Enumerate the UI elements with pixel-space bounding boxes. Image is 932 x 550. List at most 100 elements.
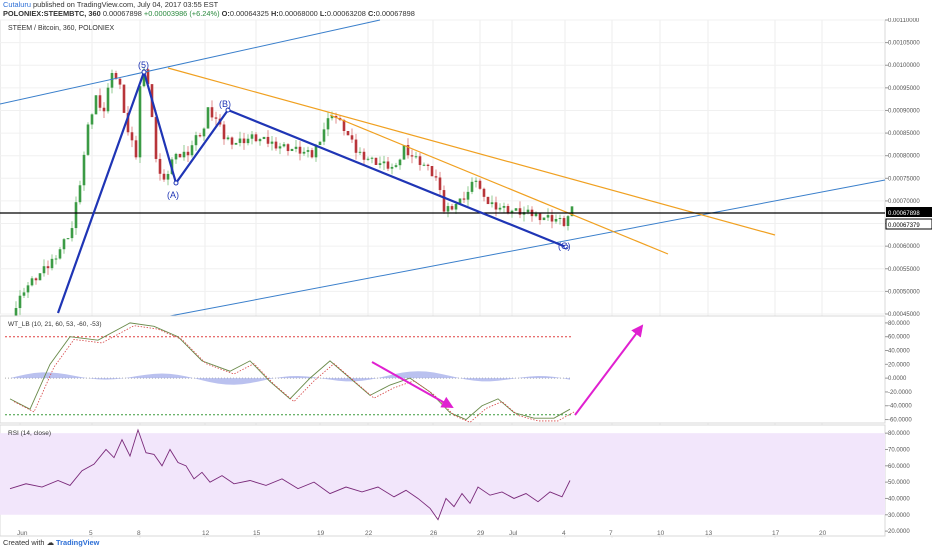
candle-body (186, 151, 190, 156)
candle-body (346, 130, 350, 136)
price-axis-label: 0.00055000 (888, 267, 920, 273)
candle-body (94, 95, 98, 115)
x-axis-label: 29 (477, 530, 485, 537)
wt-axis-label: 40.0000 (888, 349, 910, 355)
x-axis-label: 12 (202, 530, 210, 537)
candle-body (38, 273, 42, 281)
tradingview-logo-icon: ☁ (46, 538, 54, 547)
price-axis-label: 0.00100000 (888, 63, 920, 69)
price-axis-label: 0.00085000 (888, 131, 920, 137)
candle-body (342, 120, 346, 131)
rsi-axis-label: 40.0000 (888, 496, 910, 502)
candle-body (446, 206, 450, 212)
candle-body (426, 164, 430, 167)
wt-axis-label: 60.0000 (888, 335, 910, 341)
candle-body (406, 145, 410, 156)
secondary-price-label: 0.00067379 (888, 223, 920, 229)
close-value: 0.00067898 (375, 9, 415, 18)
candle-body (46, 266, 50, 269)
candle-body (130, 132, 134, 141)
rsi-line-series (9, 428, 571, 521)
candle-body (102, 107, 106, 112)
candle-body (398, 159, 402, 166)
price-axis-label: 0.00045000 (888, 312, 920, 318)
candle-body (410, 155, 414, 157)
price-axis-label: 0.00090000 (888, 108, 920, 114)
x-axis-label: 7 (609, 530, 613, 537)
candle-body (62, 239, 66, 250)
x-axis-label: 20 (819, 530, 827, 537)
candle-body (210, 107, 214, 118)
candle-body (266, 136, 270, 144)
candle-body (558, 218, 562, 220)
x-axis-label: 4 (562, 530, 566, 537)
candle-body (190, 145, 194, 156)
candle-body (474, 180, 478, 182)
candle-body (58, 249, 62, 259)
candle-body (106, 87, 110, 112)
candle-body (422, 164, 426, 166)
secondary-price-box (885, 218, 932, 230)
candle-body (86, 124, 90, 155)
candle-body (454, 203, 458, 210)
rsi-axis-label: 60.0000 (888, 464, 910, 470)
wave-label: (C) (558, 241, 571, 251)
wave-c-line (227, 108, 567, 249)
published-text: published on TradingView.com, July 04, 2… (30, 0, 219, 9)
x-axis-label: 10 (657, 530, 665, 537)
rsi-axis-label: 20.0000 (888, 529, 910, 535)
candle-body (98, 95, 102, 108)
candle-body (566, 216, 570, 226)
candle-body (542, 217, 546, 221)
candle-body (494, 202, 498, 210)
candle-body (34, 278, 38, 281)
candle-body (90, 114, 94, 125)
candle-body (82, 154, 86, 186)
candle-body (518, 208, 522, 215)
x-axis-label: 17 (772, 530, 780, 537)
candle-body (154, 117, 158, 159)
candle-body (146, 69, 150, 85)
candle-body (110, 73, 114, 88)
candle-body (202, 128, 206, 137)
candle-body (166, 173, 170, 180)
candle-body (250, 134, 254, 139)
candle-body (326, 118, 330, 130)
candle-body (466, 191, 470, 200)
candle-body (462, 198, 466, 200)
candle-body (386, 161, 390, 169)
candle-body (18, 295, 22, 309)
candle-body (358, 151, 362, 153)
candle-body (442, 190, 446, 212)
footer: Created with ☁ TradingView (3, 538, 99, 547)
candle-body (246, 138, 250, 144)
author-link[interactable]: Cutaluru (3, 0, 31, 9)
symbol-label: POLONIEX:STEEMBTC, 360 (3, 9, 101, 18)
open-value: 0.00064325 (229, 9, 269, 18)
x-axis-label: 22 (365, 530, 373, 537)
wt-axis-label: 0.0000 (888, 376, 907, 382)
price-axis-label: 0.00080000 (888, 154, 920, 160)
candle-body (370, 157, 374, 159)
candle-body (214, 117, 218, 119)
price-axis-label: 0.00050000 (888, 289, 920, 295)
candle-body (306, 150, 310, 152)
price-axis-label: 0.00105000 (888, 41, 920, 47)
candle-body (234, 142, 238, 145)
candle-body (390, 166, 394, 169)
publish-line: Cutaluru published on TradingView.com, J… (3, 0, 883, 9)
candle-body (506, 206, 510, 214)
candle-body (510, 210, 514, 214)
price-panel-title: STEEM / Bitcoin, 360, POLONIEX (8, 25, 115, 32)
wt-axis-label: 80.0000 (888, 321, 910, 327)
chart-canvas[interactable]: 0.00110000 0.00105000 0.00100000 0.00095000… (0, 18, 932, 538)
candle-body (458, 198, 462, 204)
wave-label: (A) (167, 190, 179, 200)
candle-body (562, 218, 566, 226)
channel-lower-line (169, 179, 886, 317)
current-price-box (886, 207, 932, 217)
candle-body (294, 146, 298, 149)
current-price-label: 0.00067898 (888, 211, 920, 217)
price-axis-label: 0.00060000 (888, 244, 920, 250)
candle-body (286, 144, 290, 152)
